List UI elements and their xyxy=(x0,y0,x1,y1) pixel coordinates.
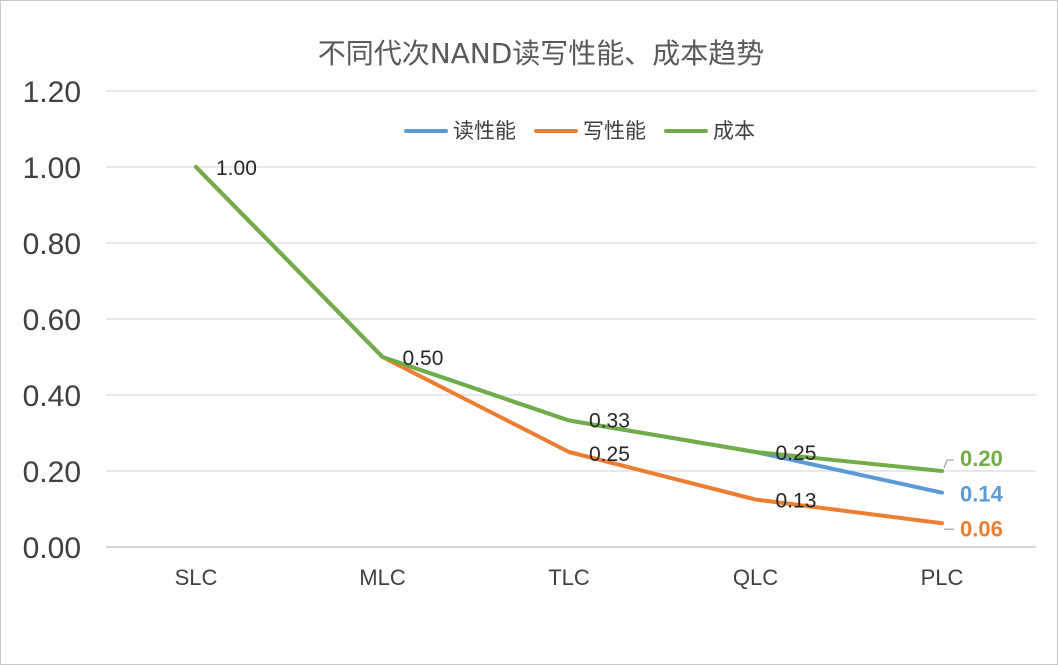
legend-item-读性能[interactable]: 读性能 xyxy=(404,119,516,143)
x-tick-label: SLC xyxy=(175,565,218,590)
x-tick-label: PLC xyxy=(921,565,964,590)
chart-title: 不同代次NAND读写性能、成本趋势 xyxy=(318,37,765,70)
y-tick-label: 0.00 xyxy=(23,532,81,565)
legend-label: 读性能 xyxy=(453,119,516,143)
gridlines xyxy=(106,90,1036,548)
legend-label: 写性能 xyxy=(583,119,646,143)
data-label: 0.20 xyxy=(960,446,1003,471)
x-tick-label: TLC xyxy=(548,565,590,590)
series-line-成本 xyxy=(194,165,944,473)
data-label: 0.33 xyxy=(589,409,630,432)
y-tick-label: 0.20 xyxy=(23,456,81,489)
series-lines xyxy=(194,165,944,526)
label-leaders xyxy=(943,459,954,530)
series-line-读性能 xyxy=(194,165,944,495)
data-label: 0.25 xyxy=(776,442,817,465)
legend-item-成本[interactable]: 成本 xyxy=(664,119,755,143)
y-tick-label: 1.20 xyxy=(23,76,81,109)
legend-label: 成本 xyxy=(713,119,755,143)
data-label: 0.50 xyxy=(403,347,444,370)
y-tick-label: 1.00 xyxy=(23,152,81,185)
data-label: 0.13 xyxy=(776,490,817,513)
data-labels: 1.00 0.50 0.33 0.25 0.25 0.13 0.20 0.14 0.06 xyxy=(216,157,1004,541)
data-label: 0.14 xyxy=(960,482,1004,507)
y-tick-label: 0.80 xyxy=(23,228,81,261)
x-tick-label: QLC xyxy=(733,565,778,590)
x-axis: SLC MLC TLC QLC PLC xyxy=(175,565,964,590)
legend-item-写性能[interactable]: 写性能 xyxy=(534,119,646,143)
legend[interactable]: 读性能 写性能 成本 xyxy=(404,119,755,143)
leader-line xyxy=(943,459,954,469)
data-label: 1.00 xyxy=(216,157,257,180)
y-tick-label: 0.60 xyxy=(23,304,81,337)
x-tick-label: MLC xyxy=(359,565,406,590)
data-label: 0.25 xyxy=(589,443,630,466)
y-axis: 0.00 0.20 0.40 0.60 0.80 1.00 1.20 xyxy=(23,76,81,565)
data-label: 0.06 xyxy=(960,516,1003,541)
y-tick-label: 0.40 xyxy=(23,380,81,413)
